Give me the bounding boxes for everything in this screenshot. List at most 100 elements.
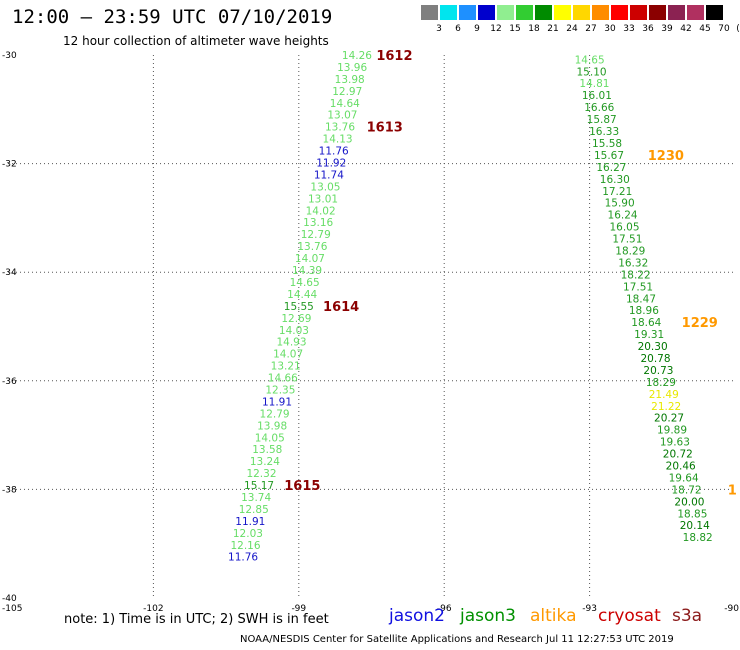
color-scale-label: 15 (509, 24, 521, 34)
wave-height-value: 13.76 (297, 241, 327, 253)
wave-height-value: 15.58 (592, 138, 622, 150)
y-tick-label: -34 (2, 268, 17, 278)
wave-height-value: 20.73 (643, 365, 673, 377)
wave-height-value: 13.01 (308, 193, 338, 205)
color-swatch (440, 5, 457, 20)
wave-height-value: 19.31 (634, 329, 664, 341)
color-swatch (573, 5, 590, 20)
color-scale-label: 30 (604, 24, 616, 34)
wave-height-value: 16.01 (582, 90, 612, 102)
wave-height-value: 19.89 (657, 425, 687, 437)
wave-height-value: 11.91 (262, 396, 292, 408)
wave-height-value: 12.35 (265, 384, 295, 396)
wave-height-value: 20.46 (666, 461, 696, 473)
color-swatch (478, 5, 495, 20)
y-tick-label: -30 (2, 51, 17, 61)
time-label: 1615 (284, 479, 320, 494)
color-scale-label: 27 (585, 24, 597, 34)
color-swatch (554, 5, 571, 20)
wave-height-value: 18.82 (683, 532, 713, 544)
color-swatch (592, 5, 609, 20)
wave-height-value: 18.29 (646, 377, 676, 389)
color-scale-label: 21 (547, 24, 559, 34)
wave-height-value: 13.24 (250, 456, 280, 468)
wave-height-value: 14.05 (255, 432, 285, 444)
wave-height-value: 11.92 (316, 158, 346, 170)
wave-height-value: 20.30 (638, 341, 668, 353)
time-label: 1613 (367, 121, 403, 136)
wave-height-value: 20.00 (674, 496, 704, 508)
wave-height-value: 11.91 (235, 516, 265, 528)
color-scale-label: 3 (436, 24, 442, 34)
wave-height-value: 16.27 (596, 162, 626, 174)
wave-height-value: 14.64 (330, 98, 360, 110)
wave-height-value: 13.07 (327, 110, 357, 122)
x-tick-label: -102 (143, 604, 163, 614)
wave-height-value: 13.16 (303, 217, 333, 229)
wave-height-value: 16.05 (609, 222, 639, 234)
color-scale-label: 42 (680, 24, 692, 34)
wave-height-value: 14.26 (342, 50, 372, 62)
y-tick-label: -40 (2, 594, 17, 604)
wave-height-value: 16.66 (584, 102, 614, 114)
wave-height-value: 20.78 (640, 353, 670, 365)
time-label: 1612 (376, 49, 412, 64)
wave-height-value: 14.02 (306, 205, 336, 217)
time-label: 1230 (648, 149, 684, 164)
color-swatch (687, 5, 704, 20)
wave-height-value: 20.72 (663, 449, 693, 461)
x-tick-label: -96 (437, 604, 452, 614)
wave-height-value: 14.39 (292, 265, 322, 277)
footer-note: note: 1) Time is in UTC; 2) SWH is in fe… (64, 612, 329, 627)
y-tick-label: -38 (2, 485, 17, 495)
wave-height-value: 13.96 (337, 62, 367, 74)
color-swatch (706, 5, 723, 20)
x-tick-label: -93 (582, 604, 597, 614)
wave-height-value: 13.74 (241, 492, 271, 504)
color-scale-label: 6 (455, 24, 461, 34)
wave-height-value: 15.10 (577, 66, 607, 78)
wave-height-value: 15.55 (284, 301, 314, 313)
wave-height-value: 20.27 (654, 413, 684, 425)
wave-height-value: 14.65 (290, 277, 320, 289)
color-swatch (630, 5, 647, 20)
wave-height-value: 13.98 (335, 74, 365, 86)
time-label: 1229 (682, 316, 718, 331)
wave-height-value: 18.96 (629, 305, 659, 317)
chart-subtitle: 12 hour collection of altimeter wave hei… (63, 34, 329, 48)
wave-height-value: 18.85 (677, 508, 707, 520)
wave-height-value: 16.24 (608, 210, 638, 222)
color-scale-label: (ft) (736, 24, 740, 34)
wave-height-value: 14.66 (268, 373, 298, 385)
wave-height-value: 12.16 (230, 540, 260, 552)
wave-height-value: 14.93 (276, 337, 306, 349)
wave-height-value: 13.05 (310, 181, 340, 193)
chart-title: 12:00 – 23:59 UTC 07/10/2019 (12, 6, 333, 28)
x-tick-label: -105 (2, 604, 22, 614)
color-scale-label: 24 (566, 24, 578, 34)
wave-height-value: 13.21 (271, 361, 301, 373)
color-scale-label: 39 (661, 24, 673, 34)
color-scale-label: 36 (642, 24, 654, 34)
wave-height-value: 14.81 (579, 78, 609, 90)
color-scale-label: 45 (699, 24, 711, 34)
color-swatch (535, 5, 552, 20)
wave-height-value: 12.69 (281, 313, 311, 325)
wave-height-value: 13.58 (252, 444, 282, 456)
wave-height-value: 15.87 (587, 114, 617, 126)
x-tick-label: -90 (724, 604, 739, 614)
legend-cryosat: cryosat (598, 606, 661, 626)
color-scale-label: 33 (623, 24, 635, 34)
wave-height-value: 19.63 (660, 437, 690, 449)
wave-height-value: 14.44 (287, 289, 317, 301)
wave-height-value: 11.74 (314, 169, 344, 181)
wave-height-value: 12.03 (233, 528, 263, 540)
color-swatch (459, 5, 476, 20)
legend-s3a: s3a (672, 606, 703, 626)
credit-line: NOAA/NESDIS Center for Satellite Applica… (240, 634, 674, 645)
y-tick-label: -36 (2, 377, 17, 387)
y-tick-label: -32 (2, 160, 17, 170)
wave-height-value: 12.32 (246, 468, 276, 480)
wave-height-value: 12.79 (301, 229, 331, 241)
legend-jason2: jason2 (389, 606, 445, 626)
